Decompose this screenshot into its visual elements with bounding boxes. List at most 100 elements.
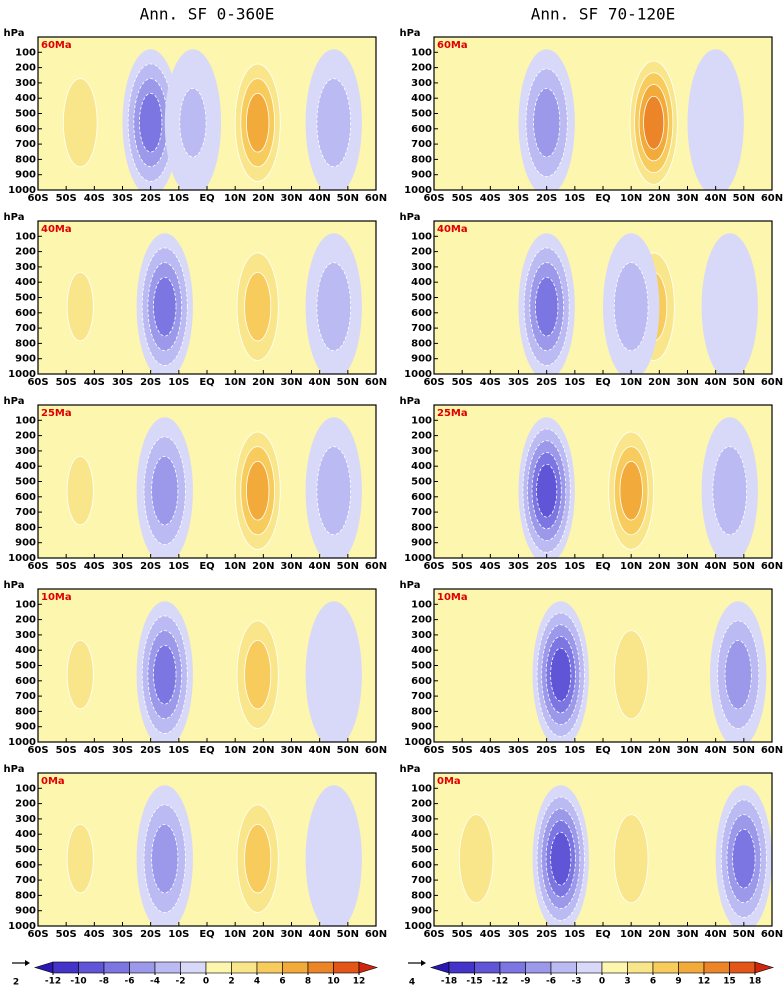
y-tick-label: 1000 [404, 553, 432, 564]
contour-cell [244, 272, 272, 342]
x-tick-label: 60S [27, 745, 48, 756]
y-axis-label: hPa [400, 580, 421, 591]
contour-cell [448, 49, 505, 190]
x-tick-label: 50S [56, 377, 77, 388]
colorbar-label: 4 [254, 977, 260, 987]
colorbar-box [282, 961, 309, 974]
y-tick-label: 500 [411, 661, 432, 672]
x-tick-label: 60N [761, 561, 783, 572]
y-tick-label: 500 [15, 109, 36, 120]
y-tick-label: 100 [15, 47, 36, 58]
y-tick-label: 900 [411, 906, 432, 917]
y-tick-label: 500 [411, 109, 432, 120]
x-tick-label: 10S [168, 193, 189, 204]
panel [434, 773, 772, 926]
x-tick-label: 60N [365, 745, 387, 756]
x-tick-label: EQ [595, 561, 610, 572]
y-tick-label: 300 [411, 78, 432, 89]
y-tick-label: 600 [411, 676, 432, 687]
colorbar-label: 3 [624, 977, 630, 987]
y-tick-label: 100 [15, 231, 36, 242]
y-tick-label: 900 [15, 906, 36, 917]
x-tick-label: 30N [280, 929, 302, 940]
contour-cell [536, 463, 558, 518]
x-tick-label: 20N [252, 745, 274, 756]
contour-cell [305, 601, 362, 742]
y-tick-label: 300 [15, 630, 36, 641]
x-tick-label: 40N [309, 745, 331, 756]
contour-cell [66, 824, 94, 894]
y-axis-label: hPa [4, 580, 25, 591]
x-tick-label: 20N [648, 561, 670, 572]
colorbar-label: -12 [45, 977, 61, 987]
y-tick-label: 600 [411, 860, 432, 871]
x-tick-label: EQ [199, 377, 214, 388]
x-tick-label: 60N [761, 193, 783, 204]
x-tick-label: 60N [365, 377, 387, 388]
contour-cell [244, 640, 272, 710]
y-tick-label: 800 [15, 706, 36, 717]
colorbar-box [576, 961, 603, 974]
contour-cell [66, 456, 94, 526]
x-tick-label: 30S [112, 745, 133, 756]
y-tick-label: 1000 [8, 737, 36, 748]
x-tick-label: 10N [620, 745, 642, 756]
colorbar-box [474, 961, 501, 974]
colorbar-end [754, 961, 775, 974]
x-tick-label: 60N [761, 929, 783, 940]
colorbar-label: -12 [492, 977, 508, 987]
y-tick-label: 900 [15, 354, 36, 365]
x-tick-label: 50N [337, 929, 359, 940]
y-tick-label: 400 [411, 93, 432, 104]
x-tick-label: 10S [168, 377, 189, 388]
contour-cell [535, 276, 559, 337]
x-tick-label: 60N [761, 745, 783, 756]
colorbar-box [154, 961, 181, 974]
x-tick-label: 20N [648, 929, 670, 940]
y-tick-label: 400 [411, 277, 432, 288]
y-tick-label: 300 [15, 446, 36, 457]
x-tick-label: 30N [280, 377, 302, 388]
column-title: Ann. SF 70-120E [531, 5, 676, 24]
y-tick-label: 100 [411, 231, 432, 242]
y-tick-label: 700 [411, 691, 432, 702]
colorbar-box [78, 961, 105, 974]
x-tick-label: 30N [676, 929, 698, 940]
contour-cell [66, 640, 94, 710]
x-tick-label: 20S [536, 377, 557, 388]
y-tick-label: 700 [411, 323, 432, 334]
y-tick-label: 300 [411, 262, 432, 273]
y-tick-label: 800 [411, 522, 432, 533]
colorbar-end [358, 961, 379, 974]
colorbar-box [52, 961, 79, 974]
x-tick-label: 20S [536, 745, 557, 756]
x-tick-label: 60S [423, 745, 444, 756]
reference-vector-label: 2 [13, 978, 19, 988]
x-tick-label: 20S [536, 193, 557, 204]
x-tick-label: 40N [309, 929, 331, 940]
x-tick-label: 50S [452, 377, 473, 388]
y-tick-label: 200 [15, 63, 36, 74]
y-tick-label: 300 [15, 262, 36, 273]
x-tick-label: EQ [595, 193, 610, 204]
y-tick-label: 700 [411, 139, 432, 150]
panel [38, 221, 376, 374]
y-axis-label: hPa [4, 396, 25, 407]
x-tick-label: 10N [620, 193, 642, 204]
x-tick-label: 20N [252, 377, 274, 388]
colorbar-label: -10 [70, 977, 86, 987]
x-tick-label: 60S [423, 929, 444, 940]
colorbar-label: -4 [150, 977, 160, 987]
x-tick-label: 50N [733, 929, 755, 940]
y-tick-label: 1000 [404, 369, 432, 380]
y-tick-label: 300 [15, 78, 36, 89]
x-tick-label: 20N [648, 193, 670, 204]
colorbar-box [205, 961, 232, 974]
y-tick-label: 100 [411, 599, 432, 610]
x-tick-label: 60N [365, 193, 387, 204]
y-axis-label: hPa [4, 28, 25, 39]
colorbar-label: 6 [279, 977, 285, 987]
colorbar-box [601, 961, 628, 974]
y-tick-label: 400 [411, 645, 432, 656]
